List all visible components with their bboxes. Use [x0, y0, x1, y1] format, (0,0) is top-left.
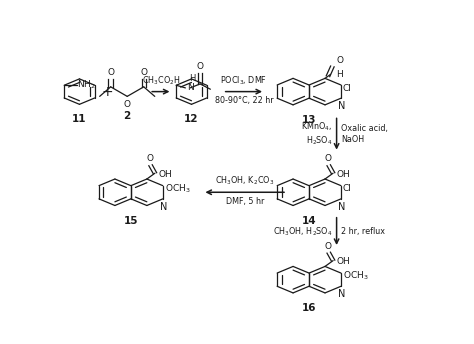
- Text: O: O: [107, 68, 114, 77]
- Text: OH: OH: [337, 170, 351, 179]
- Text: Oxalic acid,
NaOH: Oxalic acid, NaOH: [341, 124, 388, 144]
- Text: N: N: [187, 83, 194, 93]
- Text: 15: 15: [124, 216, 138, 226]
- Text: POCl$_3$, DMF: POCl$_3$, DMF: [220, 74, 267, 87]
- Text: N: N: [160, 202, 167, 212]
- Text: 12: 12: [184, 115, 199, 125]
- Text: CH$_3$OH, H$_2$SO$_4$: CH$_3$OH, H$_2$SO$_4$: [273, 225, 332, 238]
- Text: 2 hr, reflux: 2 hr, reflux: [341, 227, 385, 236]
- Text: +: +: [101, 85, 113, 99]
- Text: Cl: Cl: [343, 84, 352, 93]
- Text: OH: OH: [337, 257, 351, 266]
- Text: H: H: [189, 74, 195, 83]
- Text: OH: OH: [159, 170, 173, 179]
- Text: O: O: [146, 154, 153, 163]
- Text: O: O: [336, 56, 343, 65]
- Text: 14: 14: [302, 216, 316, 226]
- Text: N: N: [338, 202, 346, 212]
- Text: 16: 16: [302, 303, 316, 313]
- Text: OCH$_3$: OCH$_3$: [164, 183, 191, 195]
- Text: H: H: [336, 71, 343, 79]
- Text: 11: 11: [72, 115, 87, 125]
- Text: OCH$_3$: OCH$_3$: [343, 270, 368, 282]
- Text: Cl: Cl: [343, 184, 352, 193]
- Text: N: N: [338, 101, 346, 111]
- Text: O: O: [325, 154, 331, 163]
- Text: KMnO$_4$,
H$_2$SO$_4$: KMnO$_4$, H$_2$SO$_4$: [301, 121, 332, 147]
- Text: CH$_3$CO$_2$H: CH$_3$CO$_2$H: [142, 74, 180, 87]
- Text: 13: 13: [302, 115, 316, 125]
- Text: O: O: [140, 68, 147, 77]
- Text: NH$_2$: NH$_2$: [77, 78, 96, 91]
- Text: DMF, 5 hr: DMF, 5 hr: [226, 197, 264, 206]
- Text: O: O: [325, 241, 331, 250]
- Text: O: O: [124, 99, 131, 109]
- Text: N: N: [338, 289, 346, 299]
- Text: 2: 2: [124, 111, 131, 121]
- Text: 80-90°C, 22 hr: 80-90°C, 22 hr: [215, 96, 273, 105]
- Text: CH$_3$OH, K$_2$CO$_3$: CH$_3$OH, K$_2$CO$_3$: [215, 175, 274, 187]
- Text: O: O: [197, 62, 204, 71]
